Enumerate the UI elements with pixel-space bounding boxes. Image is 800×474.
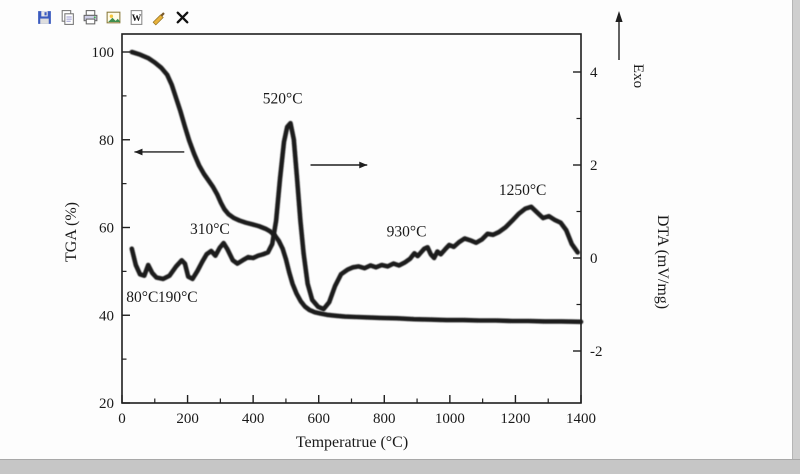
y-right-tick-label: 2 [590, 158, 598, 174]
y-left-tick-label: 60 [99, 221, 114, 237]
save-icon[interactable] [36, 9, 53, 26]
svg-text:W: W [132, 13, 142, 24]
y-left-tick-label: 80 [99, 133, 114, 149]
close-icon[interactable] [174, 9, 191, 26]
x-tick-label: 600 [307, 411, 330, 427]
annotation-label: 310°C [190, 221, 230, 238]
x-tick-label: 1400 [566, 411, 596, 427]
right-axis-label: DTA (mV/mg) [654, 215, 671, 309]
x-tick-label: 1200 [500, 411, 530, 427]
x-tick-label: 200 [176, 411, 199, 427]
curve-tga [129, 49, 584, 325]
toolbar: W [36, 9, 191, 26]
print-icon[interactable] [82, 9, 99, 26]
x-tick-label: 800 [373, 411, 396, 427]
scan-edge-artifact-right [792, 0, 800, 474]
word-doc-icon[interactable]: W [128, 9, 145, 26]
copy-icon[interactable] [59, 9, 76, 26]
scan-edge-artifact-bottom [0, 459, 800, 474]
tga-axis-arrow-head [134, 148, 143, 156]
y-right-tick-label: -2 [590, 344, 603, 360]
axes: 0 200 400 600 800 1000 1200 1400 20 40 60 80 100 -2 0 2… [92, 33, 603, 427]
axis-arrows [134, 148, 368, 169]
left-axis-label: TGA (%) [63, 202, 80, 262]
dta-axis-arrow-head [359, 161, 368, 169]
y-right-tick-label: 0 [590, 251, 598, 267]
y-left-tick-label: 100 [92, 45, 115, 61]
image-icon[interactable] [105, 9, 122, 26]
curve-dta [129, 120, 580, 312]
annotation-label: 930°C [387, 224, 427, 241]
y-right-tick-label: 4 [590, 65, 598, 81]
annotation-label: 1250°C [499, 182, 547, 199]
annotations: 80°C 190°C 310°C 520°C 930°C 1250°C [126, 91, 546, 307]
x-tick-label: 1000 [435, 411, 465, 427]
x-tick-label: 0 [118, 411, 126, 427]
x-tick-label: 400 [242, 411, 265, 427]
x-axis-label: Temperatrue (°C) [296, 434, 408, 451]
curves [129, 49, 584, 325]
y-left-tick-label: 20 [99, 396, 114, 412]
annotation-label: 80°C [126, 289, 158, 306]
exo-arrow [615, 11, 623, 60]
y-left-tick-label: 40 [99, 308, 114, 324]
exo-label: Exo [630, 64, 646, 88]
annotation-label: 520°C [263, 91, 303, 108]
format-brush-icon[interactable] [151, 9, 168, 26]
annotation-label: 190°C [158, 289, 198, 306]
